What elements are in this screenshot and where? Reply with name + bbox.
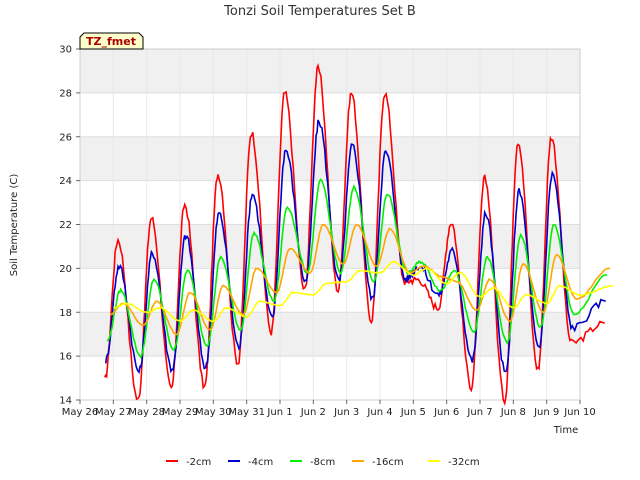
x-tick-label: May 30 (195, 407, 232, 418)
x-tick-label: Jun 2 (300, 407, 326, 418)
plot-band (80, 224, 580, 269)
y-tick-label: 22 (59, 220, 72, 231)
x-tick-label: May 27 (95, 407, 132, 418)
x-tick-label: Jun 5 (400, 407, 426, 418)
y-tick-label: 26 (59, 132, 72, 143)
legend-label: -4cm (248, 457, 273, 468)
x-tick-label: Jun 9 (533, 407, 559, 418)
x-tick-label: Jun 3 (333, 407, 359, 418)
x-tick-label: May 31 (228, 407, 265, 418)
legend-label: -32cm (448, 457, 480, 468)
y-tick-label: 24 (59, 176, 72, 187)
x-tick-label: Jun 4 (366, 407, 392, 418)
x-tick-label: Jun 8 (500, 407, 526, 418)
x-axis-title: Time (553, 425, 578, 436)
x-tick-label: Jun 7 (466, 407, 492, 418)
series-line-4cm (104, 119, 606, 375)
tz-fmet-badge: TZ_fmet (79, 32, 144, 50)
series-line-2cm (103, 63, 605, 407)
series-lines (103, 63, 614, 407)
y-tick-label: 14 (59, 396, 72, 407)
x-tick-label: May 26 (62, 407, 99, 418)
series-line-32cm (113, 260, 614, 323)
plot-band (80, 312, 580, 357)
chart-title: Tonzi Soil Temperatures Set B (223, 4, 416, 19)
x-tick-label: Jun 10 (563, 407, 596, 418)
legend-label: -16cm (372, 457, 404, 468)
legend-label: -8cm (310, 457, 335, 468)
y-axis: 14 16 18 20 22 24 26 28 30 (59, 45, 80, 407)
y-tick-label: 18 (59, 308, 72, 319)
x-tick-label: Jun 6 (433, 407, 459, 418)
y-tick-label: 20 (59, 264, 72, 275)
plot-band (80, 136, 580, 181)
x-tick-label: May 29 (162, 407, 199, 418)
badge-label: TZ_fmet (86, 35, 136, 48)
legend: -2cm -4cm -8cm -16cm -32cm (166, 457, 480, 468)
legend-label: -2cm (186, 457, 211, 468)
y-axis-title: Soil Temperature (C) (9, 174, 20, 277)
y-tick-label: 16 (59, 352, 72, 363)
x-tick-label: May 28 (128, 407, 165, 418)
series-line-8cm (106, 178, 608, 359)
series-line-16cm (109, 223, 611, 336)
x-tick-label: Jun 1 (266, 407, 292, 418)
y-tick-label: 28 (59, 88, 72, 99)
y-tick-label: 30 (59, 45, 72, 56)
plot-band (80, 49, 580, 93)
